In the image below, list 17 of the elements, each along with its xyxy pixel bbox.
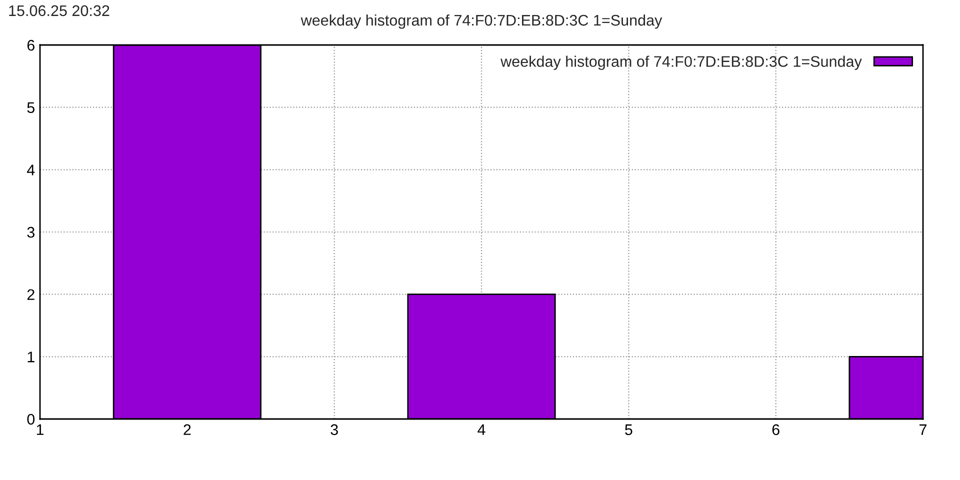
x-tick-label: 6 bbox=[772, 424, 780, 436]
chart-title: weekday histogram of 74:F0:7D:EB:8D:3C 1=Sunday bbox=[300, 14, 662, 29]
y-tick-label: 0 bbox=[27, 414, 35, 425]
x-tick-label: 1 bbox=[36, 424, 44, 435]
x-tick-label: 2 bbox=[184, 424, 191, 435]
x-tick-label: 3 bbox=[330, 424, 338, 436]
x-tick-label: 5 bbox=[625, 424, 632, 436]
legend-label: weekday histogram of 74:F0:7D:EB:8D:3C 1=Sunday bbox=[500, 56, 862, 70]
text: 15.06.25 20:32 bbox=[9, 5, 110, 16]
y-tick-label: 1 bbox=[28, 352, 34, 362]
y-tick-label: 6 bbox=[27, 40, 34, 51]
x-tick-label: 4 bbox=[478, 424, 486, 435]
y-tick-label: 4 bbox=[26, 164, 35, 176]
y-tick-label: 3 bbox=[27, 226, 34, 238]
y-tick-label: 2 bbox=[27, 289, 34, 300]
x-tick-label: 7 bbox=[920, 424, 926, 435]
y-tick-label: 5 bbox=[27, 102, 34, 114]
